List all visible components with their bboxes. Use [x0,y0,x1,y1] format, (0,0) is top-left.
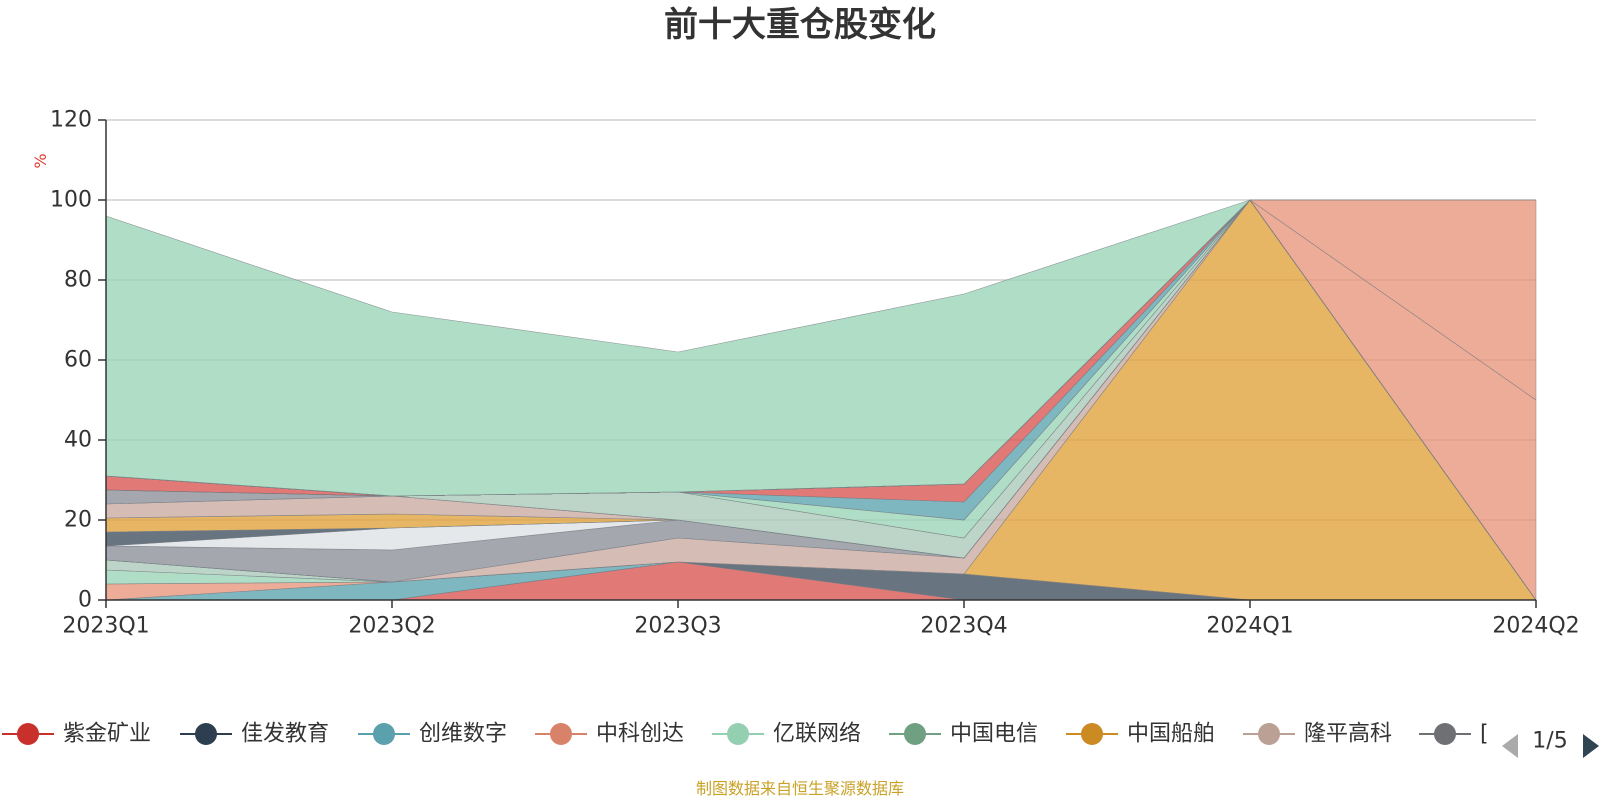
legend-item[interactable]: 隆平高科 [1243,722,1392,747]
legend-label: 紫金矿业 [63,722,151,747]
legend-label: 创维数字 [419,722,507,747]
next-page-icon[interactable] [1583,734,1599,758]
legend-label: [ [1480,722,1489,747]
legend-item[interactable]: 创维数字 [358,722,507,747]
y-axis-unit: % [31,153,50,168]
area-series-40 [105,199,1536,497]
legend-label: 隆平高科 [1304,722,1392,747]
legend-marker [1258,723,1280,745]
legend-label: 佳发教育 [241,722,329,747]
legend-label: 中国船舶 [1127,722,1215,747]
legend-marker [1081,723,1103,745]
y-tick-label: 0 [78,588,92,613]
y-ticks: 0 20 40 60 80 100 120 [50,108,106,613]
x-tick-label: 2023Q2 [348,614,435,639]
legend-pager: 1/5 [1502,729,1599,758]
legend-item[interactable]: 中国船舶 [1066,722,1215,747]
y-tick-label: 100 [50,188,92,213]
legend-marker [195,723,217,745]
y-tick-label: 120 [50,108,92,133]
chart-title: 前十大重仓股变化 [664,5,936,45]
legend-marker [373,723,395,745]
x-tick-label: 2023Q3 [634,614,721,639]
y-tick-label: 60 [64,348,92,373]
legend-item[interactable]: 中国电信 [889,722,1038,747]
legend-marker [727,723,749,745]
source-note: 制图数据来自恒生聚源数据库 [696,779,904,798]
x-tick-label: 2023Q1 [62,614,149,639]
legend-label: 中科创达 [596,722,684,747]
legend-label: 亿联网络 [773,722,861,747]
legend-marker [904,723,926,745]
legend-marker [550,723,572,745]
x-tick-label: 2024Q2 [1492,614,1579,639]
legend-item[interactable]: 中科创达 [535,722,684,747]
y-tick-label: 20 [64,508,92,533]
legend-item[interactable]: 佳发教育 [180,722,329,747]
legend-marker [1434,723,1456,745]
legend-label: 中国电信 [950,722,1038,747]
x-tick-label: 2023Q4 [920,614,1007,639]
prev-page-icon[interactable] [1502,734,1518,758]
x-tick-label: 2024Q1 [1206,614,1293,639]
legend-marker [17,723,39,745]
y-tick-label: 80 [64,268,92,293]
legend-item[interactable]: 紫金矿业 [2,722,151,747]
x-ticks: 2023Q1 2023Q2 2023Q3 2023Q4 2024Q1 2024Q2 [62,600,1580,639]
legend-page-number: 1/5 [1532,729,1567,754]
legend: 紫金矿业 佳发教育 创维数字 中科创达 亿联网络 中国电信 中国船舶 隆平高科 [ [2,722,1489,747]
y-tick-label: 40 [64,428,92,453]
area-series [105,199,1537,601]
legend-item[interactable]: [ [1419,722,1489,747]
legend-item[interactable]: 亿联网络 [712,722,861,747]
